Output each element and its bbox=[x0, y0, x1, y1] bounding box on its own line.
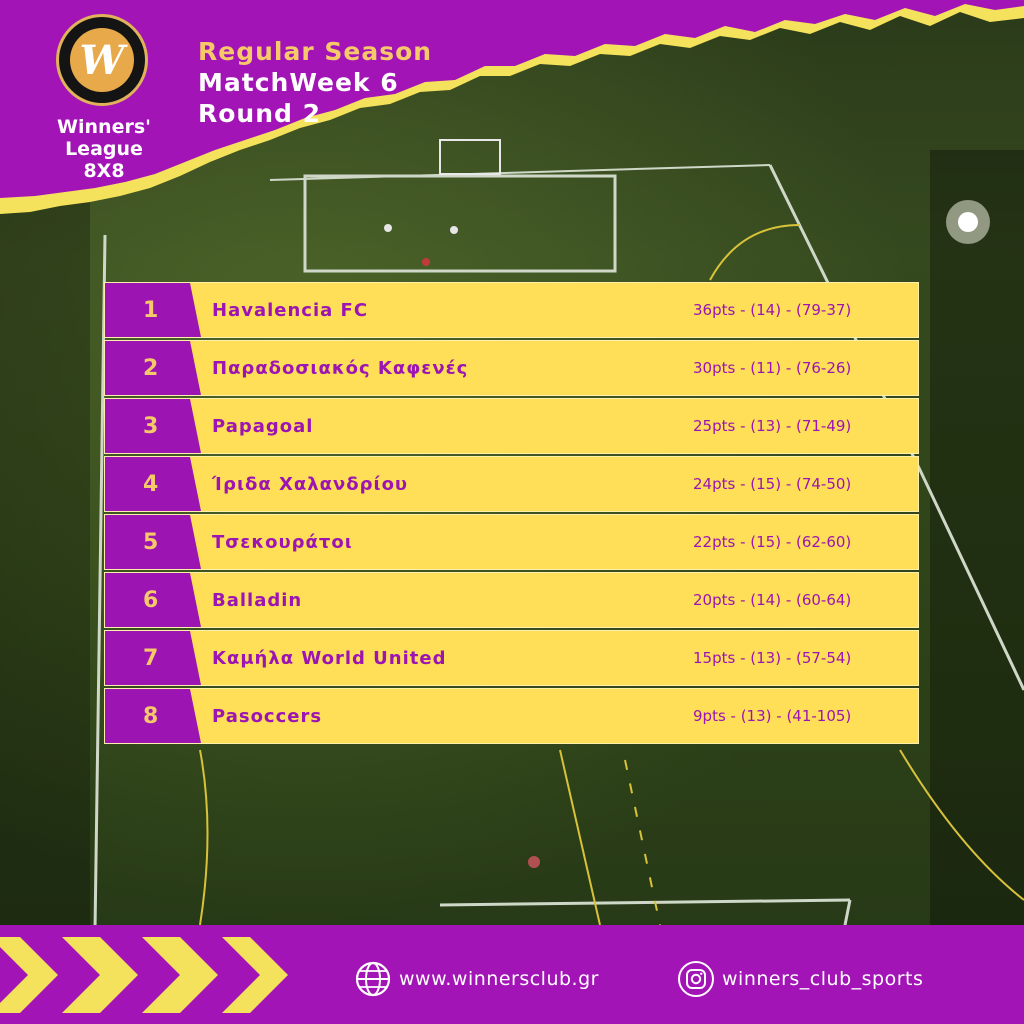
website-link[interactable]: www.winnersclub.gr bbox=[355, 961, 599, 997]
instagram-icon bbox=[678, 961, 714, 997]
league-line-3: 8X8 bbox=[83, 160, 125, 182]
team-stats: 9pts - (13) - (41-105) bbox=[693, 707, 852, 725]
instagram-handle: winners_club_sports bbox=[722, 968, 924, 990]
team-name: Τσεκουράτοι bbox=[212, 531, 353, 553]
team-name: Καμήλα World United bbox=[212, 647, 447, 669]
league-name: Winners' League 8X8 bbox=[40, 116, 168, 182]
logo-letter: W bbox=[70, 28, 134, 92]
league-line-1: Winners' bbox=[57, 116, 151, 138]
rank-cell: 8 bbox=[105, 689, 201, 743]
rank-cell: 3 bbox=[105, 399, 201, 453]
table-row: 5 Τσεκουράτοι 22pts - (15) - (62-60) bbox=[104, 514, 919, 570]
table-row: 6 Balladin 20pts - (14) - (60-64) bbox=[104, 572, 919, 628]
rank-cell: 6 bbox=[105, 573, 201, 627]
team-name: Pasoccers bbox=[212, 705, 323, 727]
table-row: 2 Παραδοσιακός Καφενές 30pts - (11) - (7… bbox=[104, 340, 919, 396]
team-stats: 24pts - (15) - (74-50) bbox=[693, 475, 852, 493]
team-stats: 22pts - (15) - (62-60) bbox=[693, 533, 852, 551]
team-name: Papagoal bbox=[212, 415, 314, 437]
table-row: 4 Ίριδα Χαλανδρίου 24pts - (15) - (74-50… bbox=[104, 456, 919, 512]
season-heading: Regular Season MatchWeek 6 Round 2 bbox=[198, 36, 432, 129]
team-stats: 20pts - (14) - (60-64) bbox=[693, 591, 852, 609]
instagram-link[interactable]: winners_club_sports bbox=[678, 961, 923, 997]
team-name: Παραδοσιακός Καφενές bbox=[212, 357, 469, 379]
team-name: Balladin bbox=[212, 589, 303, 611]
footer-bar: www.winnersclub.gr winners_club_sports bbox=[0, 925, 1024, 1024]
league-line-2: League bbox=[65, 138, 143, 160]
team-name: Havalencia FC bbox=[212, 299, 369, 321]
team-name: Ίριδα Χαλανδρίου bbox=[212, 473, 409, 495]
rank-cell: 4 bbox=[105, 457, 201, 511]
matchweek-label: MatchWeek 6 bbox=[198, 68, 399, 97]
winners-club-logo: W bbox=[56, 14, 148, 106]
table-row: 1 Havalencia FC 36pts - (14) - (79-37) bbox=[104, 282, 919, 338]
table-row: 7 Καμήλα World United 15pts - (13) - (57… bbox=[104, 630, 919, 686]
team-stats: 15pts - (13) - (57-54) bbox=[693, 649, 852, 667]
rank-cell: 1 bbox=[105, 283, 201, 337]
team-stats: 36pts - (14) - (79-37) bbox=[693, 301, 852, 319]
header-band bbox=[0, 0, 1024, 214]
team-stats: 30pts - (11) - (76-26) bbox=[693, 359, 852, 377]
season-title: Regular Season bbox=[198, 37, 433, 66]
rank-cell: 2 bbox=[105, 341, 201, 395]
globe-icon bbox=[355, 961, 391, 997]
rank-cell: 7 bbox=[105, 631, 201, 685]
table-row: 3 Papagoal 25pts - (13) - (71-49) bbox=[104, 398, 919, 454]
team-stats: 25pts - (13) - (71-49) bbox=[693, 417, 852, 435]
rank-cell: 5 bbox=[105, 515, 201, 569]
chevron-arrows-icon bbox=[0, 937, 288, 1013]
round-label: Round 2 bbox=[198, 99, 322, 128]
standings-table: 1 Havalencia FC 36pts - (14) - (79-37) 2… bbox=[104, 282, 919, 746]
website-url: www.winnersclub.gr bbox=[399, 968, 599, 990]
table-row: 8 Pasoccers 9pts - (13) - (41-105) bbox=[104, 688, 919, 744]
